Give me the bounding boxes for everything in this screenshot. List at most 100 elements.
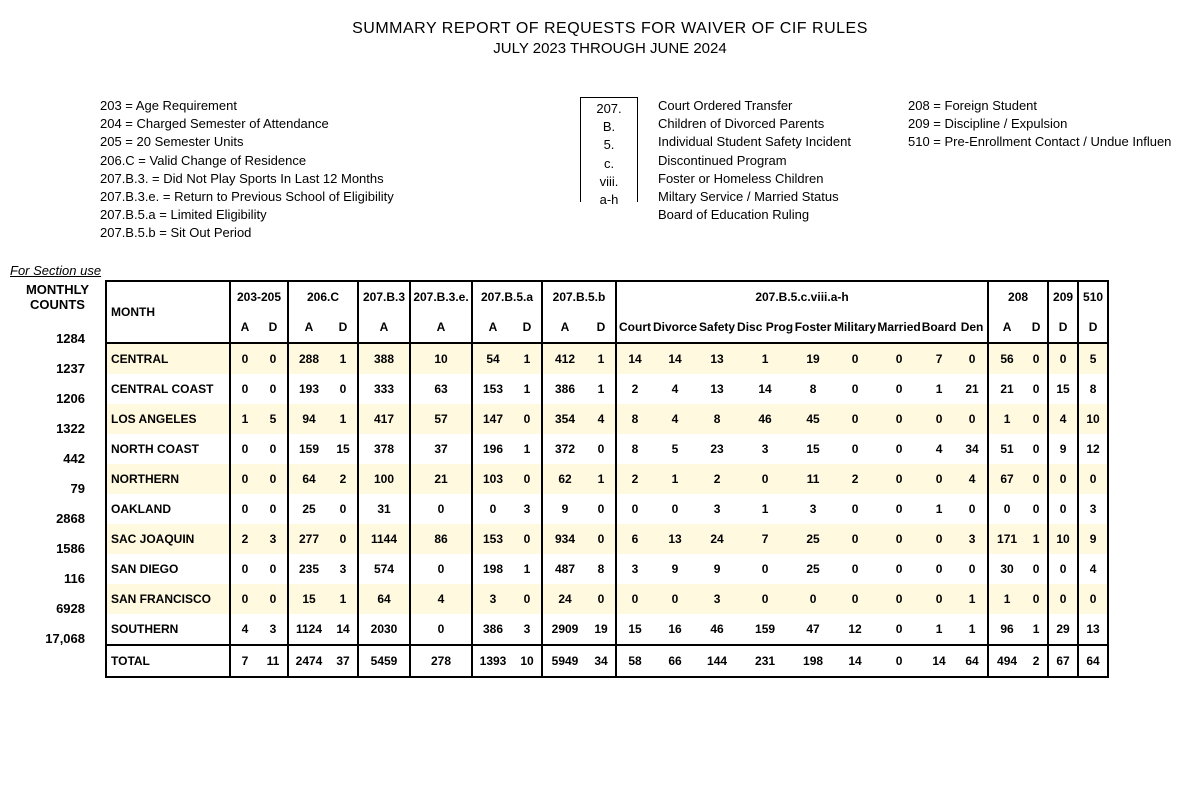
cell: 10 xyxy=(513,645,542,677)
sub-d: D xyxy=(259,312,288,343)
cell: 25 xyxy=(793,524,833,554)
cell: 96 xyxy=(988,614,1025,645)
cell: 193 xyxy=(288,374,329,404)
count-value: 1322 xyxy=(10,414,105,444)
cell: 9 xyxy=(1078,524,1108,554)
cell: 0 xyxy=(1025,554,1048,584)
cell: 14 xyxy=(616,343,653,374)
cell: 144 xyxy=(697,645,737,677)
col-207b3: 207.B.3 xyxy=(358,281,410,312)
cell: 15 xyxy=(288,584,329,614)
cell: 103 xyxy=(472,464,513,494)
cell: 2 xyxy=(833,464,877,494)
col-510: 510 xyxy=(1078,281,1108,312)
cell: 45 xyxy=(793,404,833,434)
row-name: SOUTHERN xyxy=(106,614,230,645)
sub-a: A xyxy=(410,312,472,343)
sub-a: A xyxy=(542,312,587,343)
col-206c: 206.C xyxy=(288,281,358,312)
cell: 0 xyxy=(513,524,542,554)
cell: 372 xyxy=(542,434,587,464)
cell: 14 xyxy=(921,645,957,677)
cell: 0 xyxy=(1048,584,1078,614)
cell: 3 xyxy=(616,554,653,584)
monthly-counts-column: MONTHLY COUNTS 1284123712061322442792868… xyxy=(10,280,105,678)
cell: 277 xyxy=(288,524,329,554)
cell: 19 xyxy=(587,614,616,645)
cell: 67 xyxy=(988,464,1025,494)
cell: 0 xyxy=(1025,584,1048,614)
cell: 1 xyxy=(587,343,616,374)
cell: 3 xyxy=(472,584,513,614)
cell: 12 xyxy=(833,614,877,645)
legend-right: 208 = Foreign Student209 = Discipline / … xyxy=(908,97,1171,243)
cell: 56 xyxy=(988,343,1025,374)
cell: 4 xyxy=(1048,404,1078,434)
cell: 0 xyxy=(793,584,833,614)
sub-den: Den xyxy=(957,312,988,343)
count-value: 2868 xyxy=(10,504,105,534)
table-row: SOUTHERN43112414203003863290919151646159… xyxy=(106,614,1108,645)
cell: 0 xyxy=(957,554,988,584)
total-row: TOTAL71124743754592781393105949345866144… xyxy=(106,645,1108,677)
cell: 388 xyxy=(358,343,410,374)
cell: 14 xyxy=(737,374,793,404)
cell: 3 xyxy=(957,524,988,554)
cell: 0 xyxy=(410,614,472,645)
sub-a: A xyxy=(472,312,513,343)
cell: 0 xyxy=(877,645,921,677)
cell: 386 xyxy=(472,614,513,645)
cell: 147 xyxy=(472,404,513,434)
count-value: 1237 xyxy=(10,354,105,384)
cell: 1 xyxy=(513,434,542,464)
cell: 54 xyxy=(472,343,513,374)
sub-a: A xyxy=(230,312,259,343)
cell: 0 xyxy=(921,404,957,434)
cell: 5459 xyxy=(358,645,410,677)
sub-disc: Disc Prog xyxy=(737,312,793,343)
cell: 64 xyxy=(1078,645,1108,677)
cell: 4 xyxy=(957,464,988,494)
cell: 29 xyxy=(1048,614,1078,645)
cell: 30 xyxy=(988,554,1025,584)
cell: 4 xyxy=(587,404,616,434)
cell: 1 xyxy=(513,343,542,374)
cell: 0 xyxy=(259,374,288,404)
cell: 8 xyxy=(616,404,653,434)
cell: 67 xyxy=(1048,645,1078,677)
cell: 2474 xyxy=(288,645,329,677)
cell: 4 xyxy=(410,584,472,614)
cell: 7 xyxy=(737,524,793,554)
cell: 34 xyxy=(957,434,988,464)
count-value: 442 xyxy=(10,444,105,474)
cell: 0 xyxy=(988,494,1025,524)
cell: 0 xyxy=(921,584,957,614)
cell: 235 xyxy=(288,554,329,584)
cell: 198 xyxy=(793,645,833,677)
legend-mid: Court Ordered TransferChildren of Divorc… xyxy=(658,97,908,243)
cell: 0 xyxy=(833,343,877,374)
cell: 100 xyxy=(358,464,410,494)
cell: 64 xyxy=(957,645,988,677)
col-209: 209 xyxy=(1048,281,1078,312)
cell: 86 xyxy=(410,524,472,554)
cell: 0 xyxy=(653,584,697,614)
table-row: SAN FRANCISCO00151644302400030000011000 xyxy=(106,584,1108,614)
cell: 21 xyxy=(957,374,988,404)
data-table: MONTH 203-205 206.C 207.B.3 207.B.3.e. 2… xyxy=(105,280,1109,678)
cell: 3 xyxy=(329,554,358,584)
cell: 196 xyxy=(472,434,513,464)
row-name: TOTAL xyxy=(106,645,230,677)
cell: 2 xyxy=(1025,645,1048,677)
cell: 0 xyxy=(877,374,921,404)
cell: 0 xyxy=(616,584,653,614)
cell: 1 xyxy=(587,374,616,404)
sub-d: D xyxy=(1078,312,1108,343)
cell: 0 xyxy=(737,464,793,494)
sub-married: Married xyxy=(877,312,921,343)
cell: 0 xyxy=(1025,434,1048,464)
cell: 31 xyxy=(358,494,410,524)
cell: 57 xyxy=(410,404,472,434)
row-name: CENTRAL COAST xyxy=(106,374,230,404)
cell: 1 xyxy=(230,404,259,434)
